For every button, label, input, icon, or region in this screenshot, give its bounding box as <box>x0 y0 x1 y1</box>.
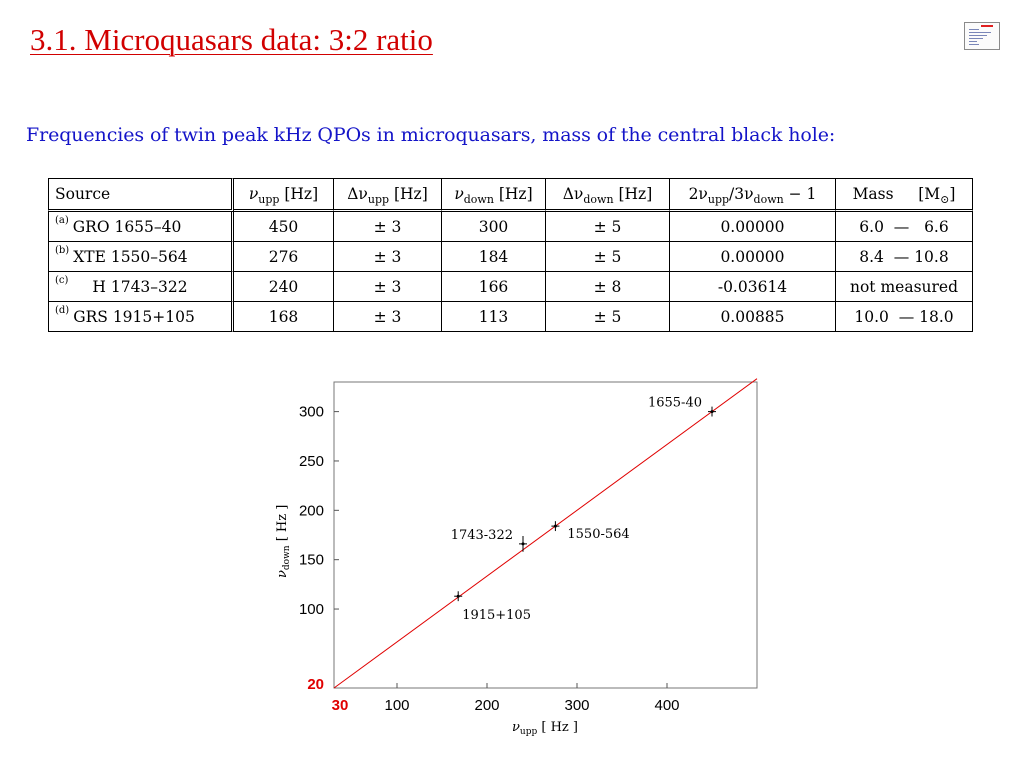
data-point <box>553 524 557 528</box>
table-row: (d) GRS 1915+105 168 ± 3 113 ± 5 0.00885 … <box>48 302 973 332</box>
table-row: (a) GRO 1655–40 450 ± 3 300 ± 5 0.00000 6… <box>48 212 973 242</box>
x-tick-label: 300 <box>564 697 589 714</box>
data-point <box>456 594 460 598</box>
cell-mass: not measured <box>836 272 973 302</box>
header-dnu-down: Δνdown [Hz] <box>546 178 670 212</box>
x-origin-tick-label: 30 <box>332 697 349 714</box>
cell-source: (b) XTE 1550–564 <box>48 242 234 272</box>
y-tick-label: 250 <box>299 453 324 470</box>
cell-nu-down: 184 <box>442 242 546 272</box>
cell-dnu-upp: ± 3 <box>334 212 442 242</box>
data-point <box>521 542 525 546</box>
header-dnu-upp: Δνupp [Hz] <box>334 178 442 212</box>
y-tick-label: 100 <box>299 601 324 618</box>
cell-source: (c) H 1743–322 <box>48 272 234 302</box>
qpo-table: Source νupp [Hz] Δνupp [Hz] νdown [Hz] Δ… <box>48 178 973 332</box>
x-axis-label: νupp [ Hz ] <box>512 720 578 737</box>
plot-marks: 1655-40 1550-564 1743-322 1915+105 <box>333 378 758 689</box>
point-label: 1743-322 <box>451 528 513 543</box>
cell-nu-upp: 168 <box>234 302 334 332</box>
y-axis-label: νdown [ Hz ] <box>275 505 292 578</box>
slide-subtitle: Frequencies of twin peak kHz QPOs in mic… <box>26 124 836 146</box>
y-tick-label: 200 <box>299 502 324 519</box>
cell-nu-down: 113 <box>442 302 546 332</box>
table-header-row: Source νupp [Hz] Δνupp [Hz] νdown [Hz] Δ… <box>48 178 973 212</box>
x-tick-label: 400 <box>654 697 679 714</box>
header-ratio: 2νupp/3νdown − 1 <box>670 178 836 212</box>
cell-nu-upp: 240 <box>234 272 334 302</box>
slide-thumbnail-icon[interactable] <box>964 22 1000 50</box>
x-tick-label: 100 <box>384 697 409 714</box>
point-label: 1550-564 <box>567 527 629 542</box>
plot-frame <box>333 381 758 689</box>
cell-dnu-down: ± 5 <box>546 302 670 332</box>
point-label: 1915+105 <box>462 608 531 623</box>
header-nu-down: νdown [Hz] <box>442 178 546 212</box>
cell-nu-down: 166 <box>442 272 546 302</box>
cell-dnu-upp: ± 3 <box>334 302 442 332</box>
cell-dnu-upp: ± 3 <box>334 272 442 302</box>
cell-ratio: 0.00000 <box>670 242 836 272</box>
y-tick-label: 150 <box>299 552 324 569</box>
table-row: (c) H 1743–322 240 ± 3 166 ± 8 -0.03614 n… <box>48 272 973 302</box>
cell-ratio: 0.00000 <box>670 212 836 242</box>
cell-mass: 10.0 — 18.0 <box>836 302 973 332</box>
cell-source: (a) GRO 1655–40 <box>48 212 234 242</box>
cell-dnu-upp: ± 3 <box>334 242 442 272</box>
header-source: Source <box>48 178 234 212</box>
plot-axes: 100 200 300 400 100 150 200 250 300 <box>299 381 758 714</box>
y-origin-tick-label: 20 <box>307 676 324 693</box>
cell-dnu-down: ± 8 <box>546 272 670 302</box>
cell-mass: 6.0 — 6.6 <box>836 212 973 242</box>
cell-nu-upp: 276 <box>234 242 334 272</box>
cell-dnu-down: ± 5 <box>546 212 670 242</box>
table-row: (b) XTE 1550–564 276 ± 3 184 ± 5 0.00000 … <box>48 242 973 272</box>
slide-title: 3.1. Microquasars data: 3:2 ratio <box>30 22 433 57</box>
cell-ratio: -0.03614 <box>670 272 836 302</box>
ratio-line <box>333 378 758 689</box>
cell-source: (d) GRS 1915+105 <box>48 302 234 332</box>
cell-mass: 8.4 — 10.8 <box>836 242 973 272</box>
cell-ratio: 0.00885 <box>670 302 836 332</box>
x-tick-label: 200 <box>474 697 499 714</box>
header-mass: Mass [M⊙] <box>836 178 973 212</box>
header-nu-upp: νupp [Hz] <box>234 178 334 212</box>
cell-nu-upp: 450 <box>234 212 334 242</box>
y-tick-label: 300 <box>299 404 324 421</box>
data-point <box>710 410 714 414</box>
cell-nu-down: 300 <box>442 212 546 242</box>
point-label: 1655-40 <box>648 396 702 411</box>
cell-dnu-down: ± 5 <box>546 242 670 272</box>
